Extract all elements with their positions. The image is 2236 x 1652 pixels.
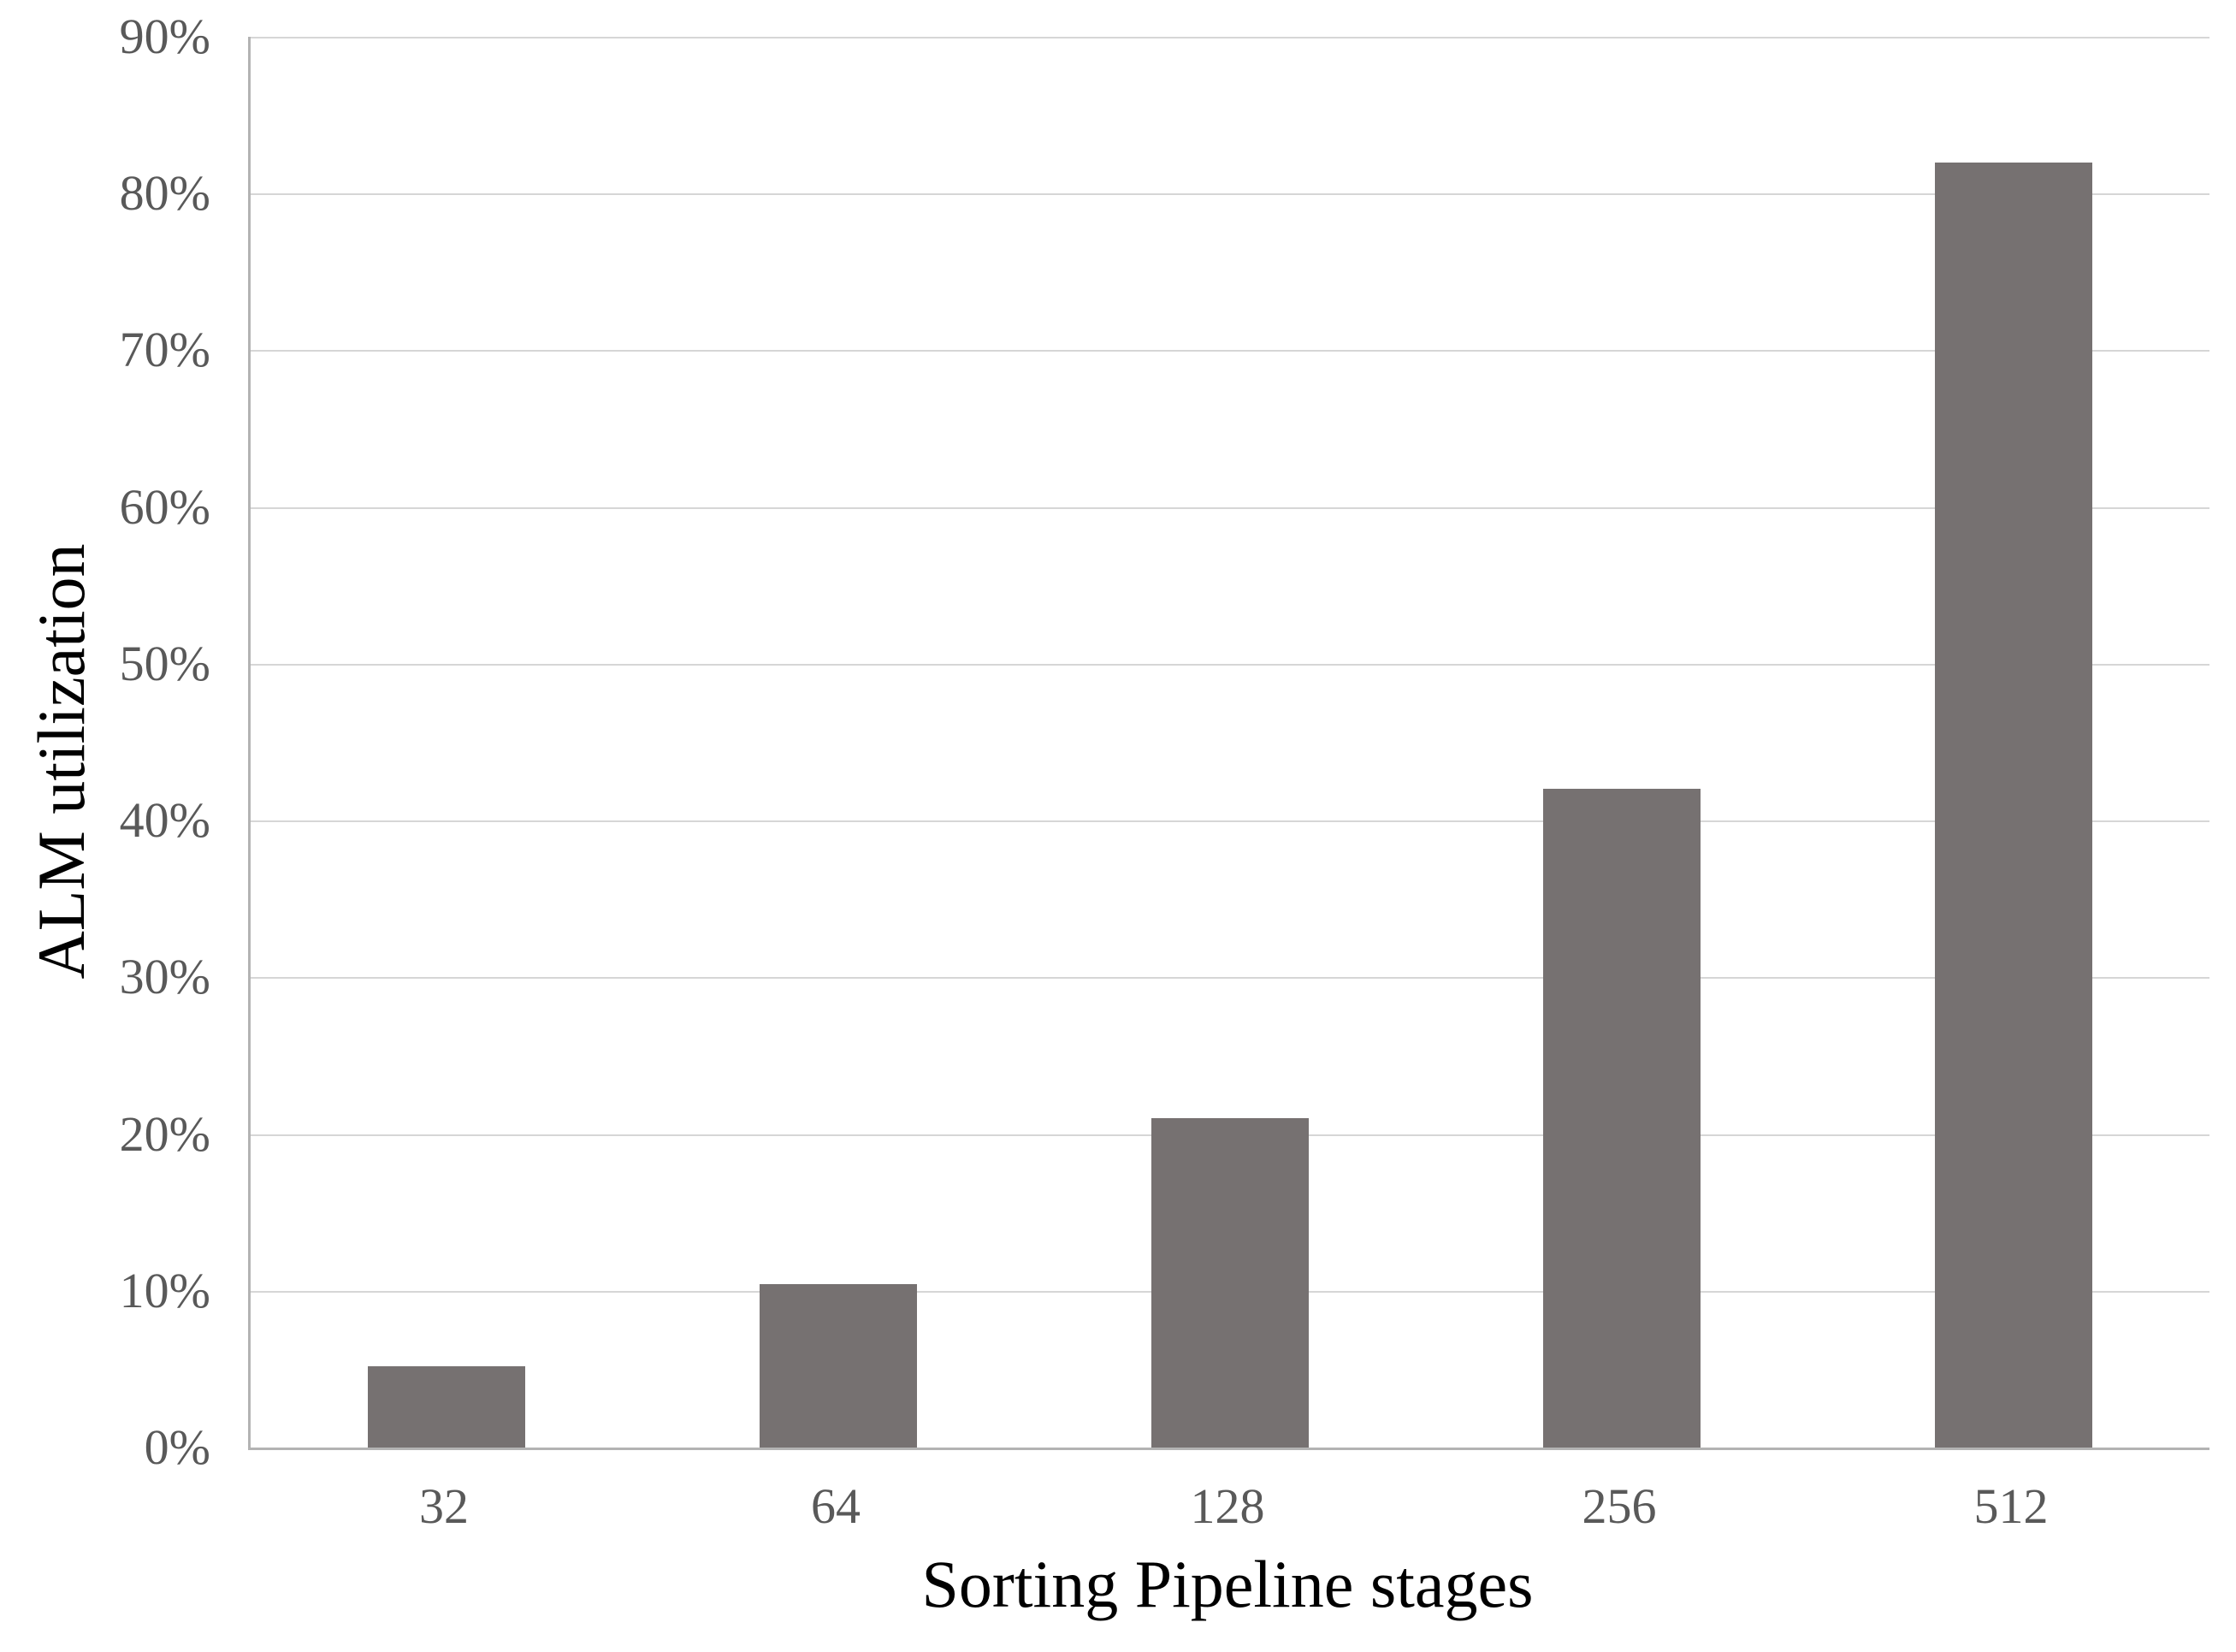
y-tick-label: 20%: [119, 1105, 210, 1162]
bar-256: [1543, 789, 1701, 1448]
y-tick-label: 70%: [119, 322, 210, 378]
gridline-80pct: [251, 193, 2209, 196]
y-tick-label: 60%: [119, 478, 210, 535]
y-tick-label: 40%: [119, 792, 210, 849]
y-axis-title: ALM utilization: [24, 543, 98, 980]
x-tick-label: 512: [1973, 1478, 2049, 1534]
x-tick-label: 256: [1582, 1478, 1657, 1534]
x-tick-label: 128: [1190, 1478, 1265, 1534]
y-tick-label: 0%: [144, 1419, 210, 1475]
x-tick-label: 32: [419, 1478, 469, 1534]
y-tick-label: 90%: [119, 9, 210, 64]
gridline-50pct: [251, 663, 2209, 666]
y-tick-label: 80%: [119, 165, 210, 222]
x-tick-label: 64: [811, 1478, 861, 1534]
y-tick-label: 50%: [119, 635, 210, 691]
gridline-70pct: [251, 350, 2209, 352]
gridline-90pct: [251, 37, 2209, 38]
bar-64: [760, 1284, 917, 1448]
gridline-40pct: [251, 820, 2209, 823]
bar-128: [1151, 1118, 1309, 1448]
plot-area: [248, 37, 2209, 1450]
y-tick-label: 10%: [119, 1262, 210, 1318]
x-axis-title: Sorting Pipeline stages: [921, 1547, 1534, 1621]
bar-512: [1935, 162, 2092, 1448]
gridline-60pct: [251, 506, 2209, 509]
bar-32: [368, 1365, 525, 1448]
gridline-30pct: [251, 977, 2209, 980]
y-tick-label: 30%: [119, 949, 210, 1005]
